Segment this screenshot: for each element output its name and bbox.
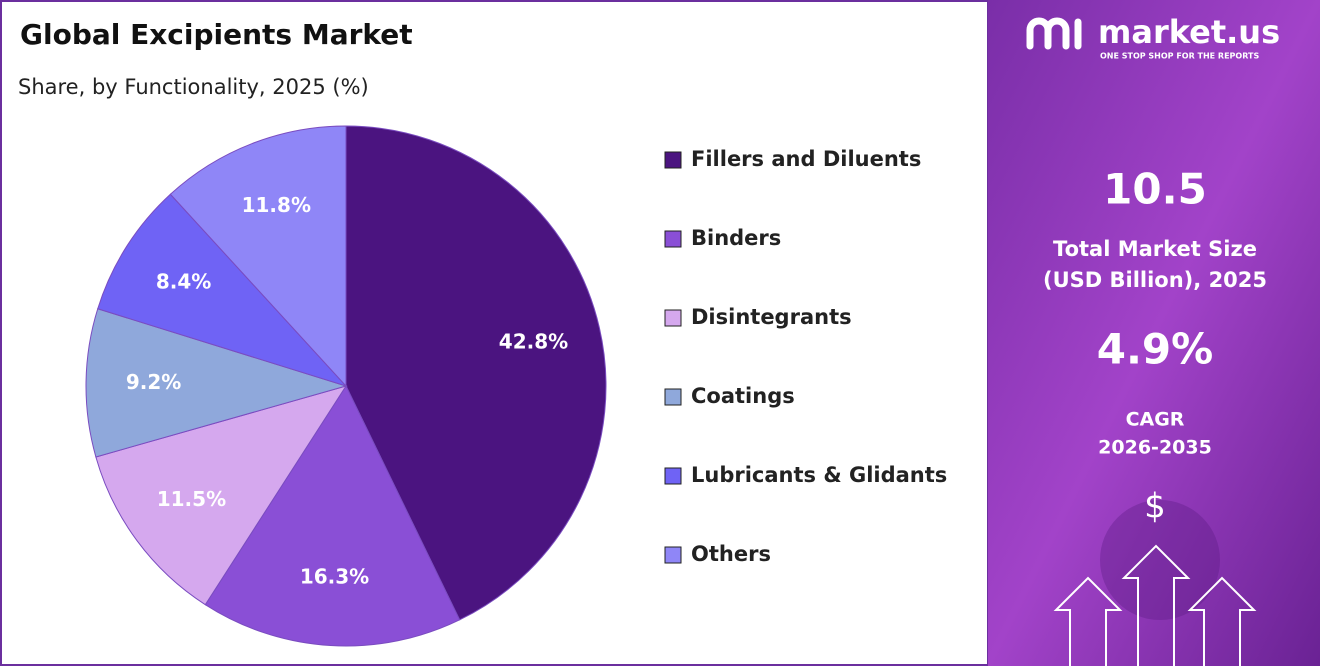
legend-swatch — [664, 467, 682, 485]
legend-swatch — [664, 388, 682, 406]
data-label: 11.5% — [157, 487, 226, 511]
data-label: 16.3% — [300, 565, 369, 589]
cagr-period: 2026-2035 — [1098, 437, 1212, 459]
data-label: 11.8% — [242, 193, 311, 217]
data-label: 9.2% — [126, 370, 181, 394]
cagr-label: CAGR — [1126, 409, 1185, 431]
cagr: 4.9% — [1097, 325, 1213, 374]
market-size-label: (USD Billion), 2025 — [1043, 268, 1267, 292]
legend: Fillers and Diluents Binders Disintegrants… — [664, 147, 947, 566]
legend-label: Others — [691, 542, 771, 566]
legend-swatch — [664, 230, 682, 248]
market-size: 10.5 — [1103, 165, 1207, 214]
brand-tagline: ONE STOP SHOP FOR THE REPORTS — [1100, 52, 1259, 61]
pie: 42.8% 16.3% 11.5% 9.2% 8.4% 11.8% — [85, 125, 607, 647]
arrow — [1121, 544, 1191, 666]
legend-swatch — [664, 309, 682, 327]
legend-label: Lubricants & Glidants — [691, 463, 947, 487]
arrow — [1053, 576, 1123, 666]
logo — [1026, 17, 1082, 50]
data-label: 8.4% — [156, 269, 211, 293]
legend-swatch — [664, 151, 682, 169]
pie-slice — [169, 125, 347, 388]
legend-label: Coatings — [691, 384, 795, 408]
brand-name: market.us — [1098, 13, 1280, 51]
data-label: 42.8% — [499, 329, 568, 353]
legend-label: Disintegrants — [691, 305, 852, 329]
pie-slice — [204, 384, 461, 647]
market-size-label: Total Market Size — [1053, 237, 1257, 261]
legend-swatch — [664, 546, 682, 564]
arrows — [1053, 544, 1257, 666]
pie-slice — [345, 125, 607, 621]
pie-slice — [95, 385, 348, 606]
decor — [1100, 500, 1220, 620]
chart-subtitle: Share, by Functionality, 2025 (%) — [18, 75, 369, 99]
legend-label: Binders — [691, 226, 781, 250]
pie-slice — [97, 193, 348, 388]
arrow — [1187, 576, 1257, 666]
chart-title: Global Excipients Market — [20, 18, 413, 51]
dollar-icon: $ — [1144, 487, 1166, 527]
pie-slice — [85, 308, 348, 458]
side-panel — [988, 0, 1320, 666]
logo-mark — [1026, 17, 1070, 50]
legend-label: Fillers and Diluents — [691, 147, 921, 171]
